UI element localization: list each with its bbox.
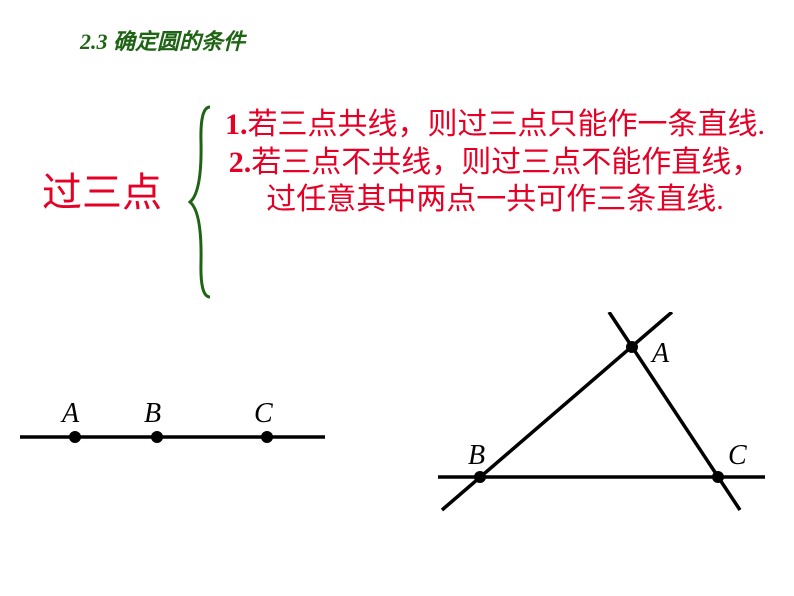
statement-1: 1.若三点共线，则过三点只能作一条直线. [215, 106, 775, 144]
statement-1-text: 若三点共线，则过三点只能作一条直线. [248, 108, 766, 141]
three-points-label-text: 过三点 [42, 170, 162, 215]
statements-block: 1.若三点共线，则过三点只能作一条直线. 2.若三点不共线，则过三点不能作直线，… [215, 106, 775, 219]
statement-1-prefix: 1. [225, 108, 248, 141]
triangle-diagram: A B C [420, 312, 780, 522]
collinear-label-B: B [144, 398, 161, 429]
triangle-label-B: B [468, 440, 485, 471]
triangle-label-A: A [650, 338, 670, 369]
collinear-label-A: A [60, 398, 80, 429]
collinear-diagram: A B C [20, 380, 330, 460]
section-title-text: 2.3 确定圆的条件 [80, 29, 245, 54]
statement-2-prefix: 2. [229, 146, 252, 179]
brace-icon [188, 102, 218, 302]
statement-2-text: 若三点不共线，则过三点不能作直线，过任意其中两点一共可作三条直线. [251, 146, 761, 217]
collinear-label-C: C [254, 398, 273, 429]
section-title: 2.3 确定圆的条件 [80, 24, 245, 56]
three-points-label: 过三点 [42, 160, 162, 218]
triangle-label-C: C [728, 440, 747, 471]
statement-2: 2.若三点不共线，则过三点不能作直线，过任意其中两点一共可作三条直线. [215, 144, 775, 219]
